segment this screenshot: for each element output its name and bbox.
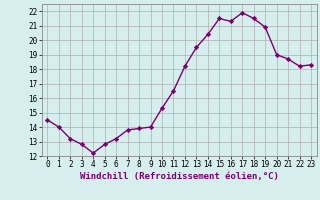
X-axis label: Windchill (Refroidissement éolien,°C): Windchill (Refroidissement éolien,°C) xyxy=(80,172,279,181)
